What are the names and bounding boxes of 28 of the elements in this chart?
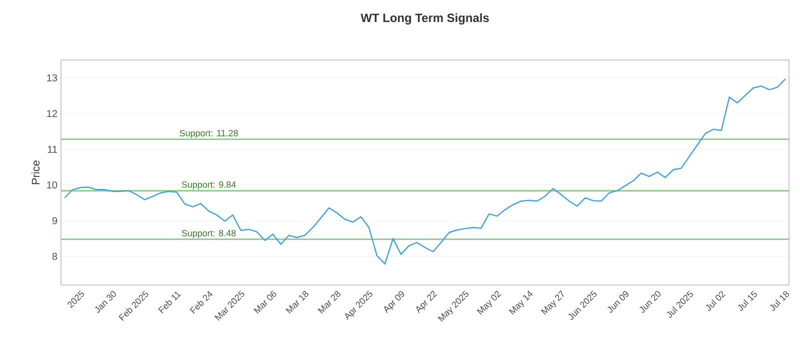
x-tick-label: Jan 30	[94, 291, 116, 313]
x-tick-label: Feb 11	[158, 292, 182, 314]
x-tick-label: May 02	[476, 291, 502, 315]
ref-line-label: Support: 9.84	[182, 181, 236, 190]
x-tick-label: May 14	[508, 290, 533, 315]
x-tick-label: Mar 28	[318, 291, 340, 314]
x-tick-label: Mar 18	[286, 291, 308, 314]
y-tick-label: 11	[48, 146, 57, 153]
x-tick-label: Jul 02	[706, 291, 726, 311]
x-tick-label: Apr 09	[384, 291, 404, 314]
ref-line-label: Support: 11.28	[180, 130, 238, 138]
line-series	[64, 78, 786, 265]
chart-title: WT Long Term Signals	[360, 13, 489, 24]
x-tick-label: Jul 18	[770, 291, 790, 311]
ref-line-label: Support: 8.48	[182, 230, 236, 238]
x-tick-label: Apr 22	[416, 291, 438, 314]
x-tick-label: Jun 20	[640, 291, 661, 313]
y-tick-label: 9	[52, 217, 58, 224]
x-tick-label: Jun 09	[608, 291, 628, 313]
x-tick-label: Feb 24	[190, 291, 213, 314]
y-tick-label: 12	[47, 110, 57, 118]
y-tick-label: 8	[52, 252, 58, 260]
y-tick-label: 10	[47, 181, 58, 189]
x-tick-label: Jul 15	[738, 290, 757, 311]
y-tick-label: 13	[47, 74, 58, 82]
x-tick-label: Mar 06	[254, 291, 276, 314]
x-tick-label: May 27	[540, 290, 564, 315]
y-axis-title: Price	[32, 160, 40, 184]
